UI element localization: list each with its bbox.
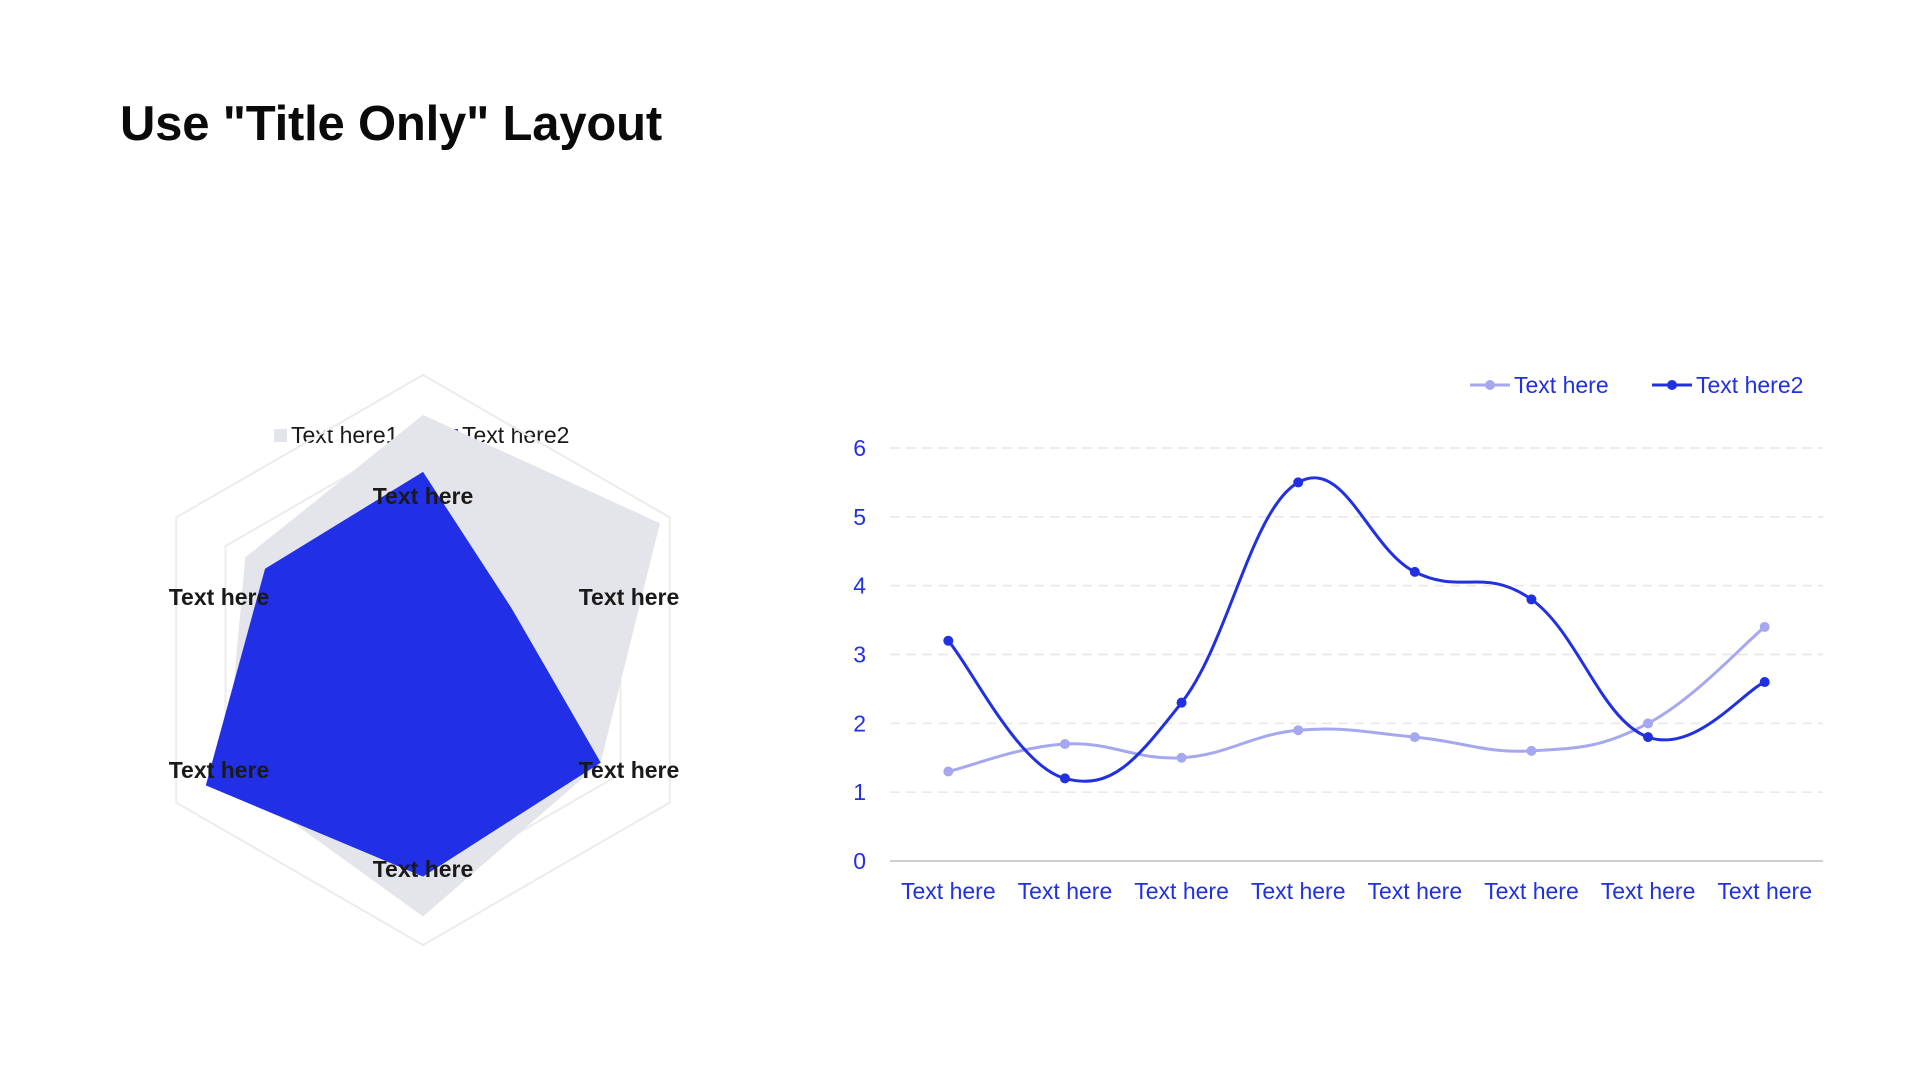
data-point xyxy=(1759,677,1770,688)
data-point xyxy=(1176,752,1187,763)
y-tick-label: 4 xyxy=(853,573,866,599)
line-x-tick-labels: Text here Text here Text here Text here Text… xyxy=(901,878,1812,904)
series-line xyxy=(947,625,1766,773)
y-tick-label: 2 xyxy=(853,710,866,736)
y-tick-label: 0 xyxy=(853,848,866,874)
radar-axis-label: Text here xyxy=(579,584,680,610)
line-series xyxy=(943,476,1770,784)
series-line xyxy=(947,476,1766,783)
radar-grid-ring xyxy=(175,373,671,947)
radar-legend-swatch xyxy=(274,429,287,442)
data-point xyxy=(1293,477,1304,488)
radar-axis-labels: Text here Text here Text here Text here Text… xyxy=(169,483,680,882)
x-tick-label: Text here xyxy=(1368,878,1463,904)
data-point xyxy=(1176,697,1187,708)
radar-axis-label: Text here xyxy=(373,856,474,882)
x-tick-label: Text here xyxy=(1601,878,1696,904)
radar-legend-item: Text here1 xyxy=(274,422,398,448)
y-tick-label: 6 xyxy=(853,435,866,461)
line-legend: Text here Text here2 xyxy=(1470,372,1803,398)
data-point xyxy=(943,635,954,646)
radar-area-series-2 xyxy=(205,471,601,877)
radar-axis-label: Text here xyxy=(579,757,680,783)
line-legend-label: Text here2 xyxy=(1696,372,1803,398)
data-point xyxy=(1409,732,1420,743)
line-y-tick-labels: 0 1 2 3 4 5 6 xyxy=(853,435,866,874)
data-point xyxy=(1643,732,1654,743)
data-point xyxy=(1059,738,1070,749)
x-tick-label: Text here xyxy=(1484,878,1579,904)
x-tick-label: Text here xyxy=(1018,878,1113,904)
data-point xyxy=(1293,725,1304,736)
x-tick-label: Text here xyxy=(901,878,996,904)
line-legend-label: Text here xyxy=(1514,372,1609,398)
y-tick-label: 5 xyxy=(853,504,866,530)
line-legend-marker xyxy=(1667,380,1677,390)
radar-axis-label: Text here xyxy=(169,584,270,610)
line-grid xyxy=(890,447,1823,862)
data-point xyxy=(1526,745,1537,756)
radar-areas xyxy=(205,414,660,917)
line-legend-item: Text here2 xyxy=(1652,372,1803,398)
data-point xyxy=(1059,773,1070,784)
radar-axis-label: Text here xyxy=(169,757,270,783)
line-legend-item: Text here xyxy=(1470,372,1609,398)
data-point xyxy=(1759,621,1770,632)
data-point xyxy=(943,766,954,777)
radar-legend-label: Text here1 xyxy=(291,422,398,448)
y-tick-label: 3 xyxy=(853,642,866,668)
data-point xyxy=(1409,566,1420,577)
line-series-1 xyxy=(943,621,1770,777)
data-point xyxy=(1643,718,1654,729)
x-tick-label: Text here xyxy=(1251,878,1346,904)
line-series-2 xyxy=(943,476,1770,784)
slide-title: Use "Title Only" Layout xyxy=(120,97,662,151)
line-legend-marker xyxy=(1485,380,1495,390)
y-tick-label: 1 xyxy=(853,779,866,805)
x-tick-label: Text here xyxy=(1717,878,1812,904)
radar-axis-label: Text here xyxy=(373,483,474,509)
data-point xyxy=(1526,594,1537,605)
x-tick-label: Text here xyxy=(1134,878,1229,904)
